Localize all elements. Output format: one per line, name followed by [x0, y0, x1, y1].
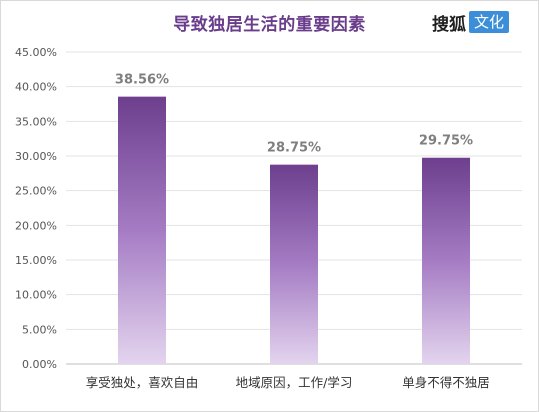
data-label: 38.56%: [115, 73, 169, 88]
chart-title: 导致独居生活的重要因素: [173, 15, 366, 35]
y-tick-label: 35.00%: [15, 115, 57, 128]
x-tick-label: 享受独处，喜欢自由: [86, 375, 199, 390]
bar: [422, 157, 470, 364]
brand-logo-main: 搜狐: [432, 14, 466, 35]
y-tick-label: 25.00%: [15, 185, 57, 198]
y-tick-label: 20.00%: [15, 219, 57, 232]
bar: [118, 96, 166, 364]
y-tick-label: 30.00%: [15, 150, 57, 163]
y-tick-label: 5.00%: [22, 323, 57, 336]
y-tick-label: 0.00%: [22, 358, 57, 371]
data-label: 29.75%: [419, 134, 473, 149]
x-tick-label: 地域原因，工作/学习: [236, 375, 353, 390]
x-tick-label: 单身不得不独居: [402, 375, 490, 390]
y-tick-label: 45.00%: [15, 46, 57, 59]
y-tick-label: 40.00%: [15, 81, 57, 94]
y-tick-label: 10.00%: [15, 289, 57, 302]
y-tick-label: 15.00%: [15, 254, 57, 267]
bars: [118, 96, 470, 364]
bar: [270, 164, 318, 364]
labels: 0.00% 5.00% 10.00% 15.00% 20.00% 25.00% 30.00%…: [15, 46, 490, 390]
data-label: 28.75%: [267, 141, 321, 156]
brand-logo-box: 文化: [469, 11, 510, 33]
brand-logo: 搜狐 文化: [432, 10, 510, 35]
